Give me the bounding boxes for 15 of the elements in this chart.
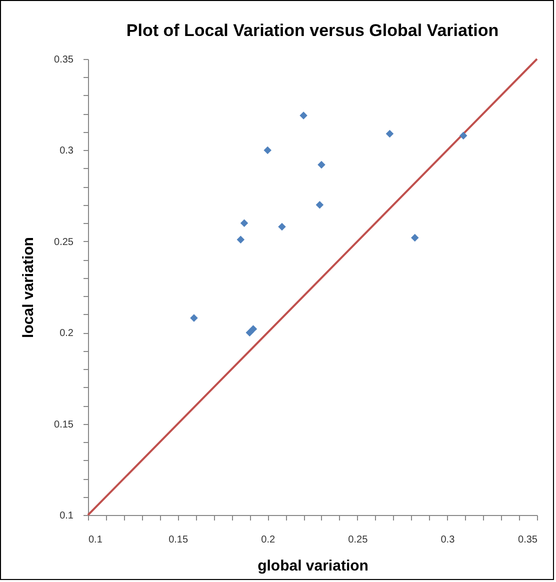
x-axis-title: global variation bbox=[258, 558, 368, 574]
y-tick-label: 0.2 bbox=[60, 328, 74, 340]
x-tick-label: 0.3 bbox=[440, 534, 456, 546]
y-tick-label: 0.1 bbox=[60, 510, 74, 522]
y-axis-title: local variation bbox=[20, 237, 38, 338]
x-tick-label: 0.15 bbox=[168, 534, 188, 546]
y-tick-label: 0.35 bbox=[54, 54, 74, 66]
y-tick-label: 0.25 bbox=[54, 236, 74, 248]
x-tick-label: 0.1 bbox=[88, 534, 103, 546]
x-tick-label: 0.2 bbox=[261, 534, 276, 546]
chart-title: Plot of Local Variation versus Global Variation bbox=[126, 21, 499, 40]
x-tick-label: 0.25 bbox=[348, 534, 368, 546]
x-tick-label: 0.35 bbox=[518, 534, 538, 546]
y-tick-label: 0.3 bbox=[60, 146, 74, 157]
y-tick-label: 0.15 bbox=[54, 419, 74, 430]
